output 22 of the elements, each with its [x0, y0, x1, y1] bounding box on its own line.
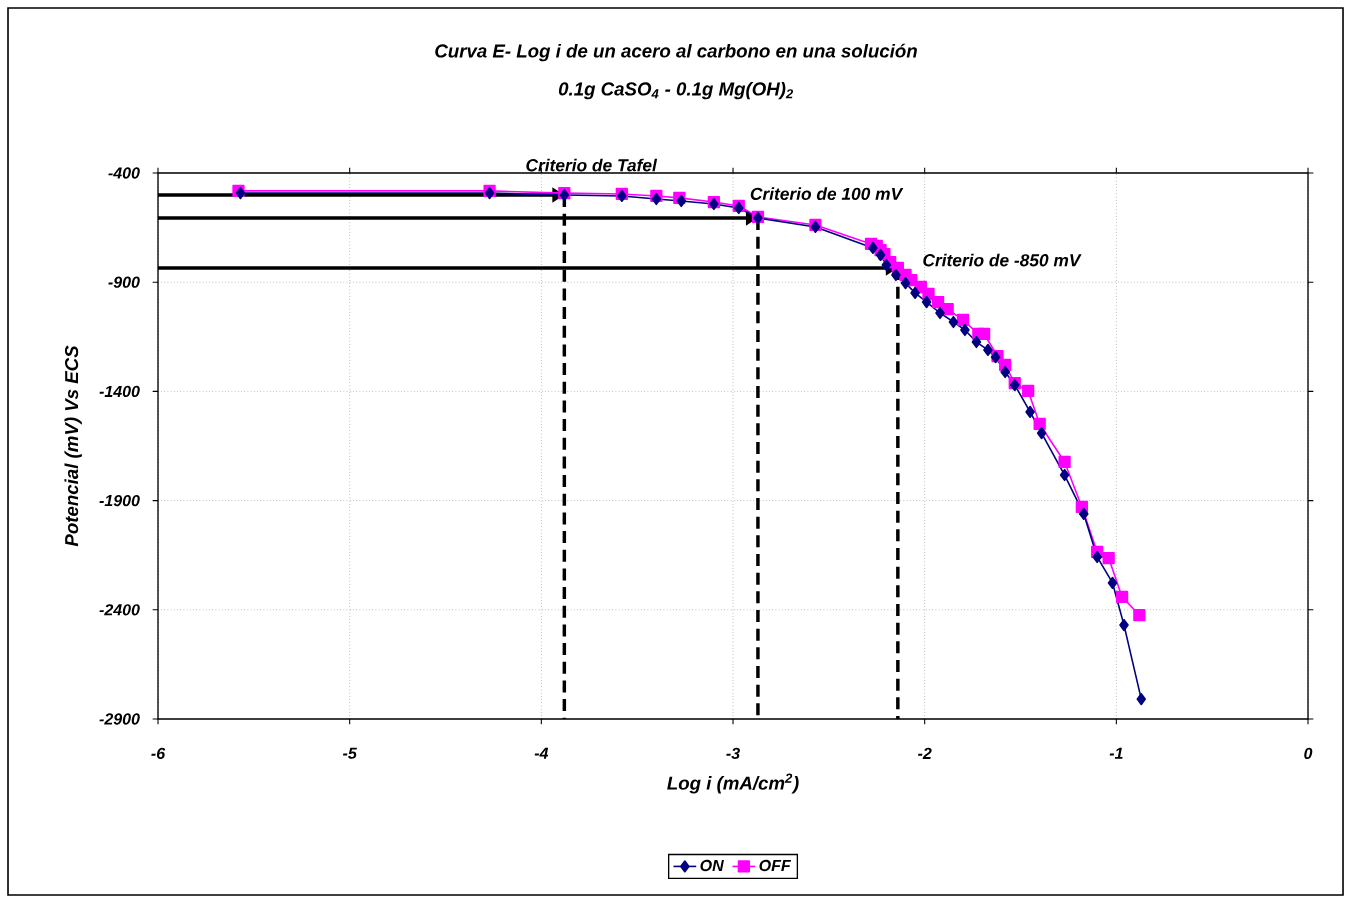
x-tick-label: -4 [534, 747, 549, 759]
y-tick-label: -400 [108, 167, 140, 179]
annotation: Criterio de Tafel [526, 158, 658, 172]
x-tick-label: 0 [1304, 747, 1313, 760]
x-tick-label: -6 [151, 747, 166, 760]
y-tick-label: -2400 [99, 604, 140, 616]
annotation: Criterio de 100 mV [750, 187, 904, 201]
text: 0.1g CaSO$_{4}$ - 0.1g Mg(OH)$_{2}$ [558, 81, 794, 100]
y-tick-label: -1400 [99, 385, 140, 398]
legend-label: ON [700, 859, 724, 872]
y-tick-label: -2900 [99, 713, 140, 725]
chart-title: Curva E- Log i de un acero al carbono en una solución [435, 43, 917, 62]
annotation: Criterio de -850 mV [923, 253, 1082, 267]
legend-label: OFF [759, 859, 792, 872]
x-tick-label: -5 [343, 747, 357, 759]
x-tick-label: -3 [726, 747, 740, 760]
x-tick-label: -2 [918, 747, 932, 759]
y-tick-label: -1900 [99, 494, 140, 507]
y-axis-title: Potencial (mV) Vs ECS [64, 345, 82, 547]
text: Log i (mA/cm$^{2}$) [667, 773, 799, 794]
y-tick-label: -900 [108, 276, 140, 288]
x-tick-label: -1 [1109, 747, 1123, 759]
